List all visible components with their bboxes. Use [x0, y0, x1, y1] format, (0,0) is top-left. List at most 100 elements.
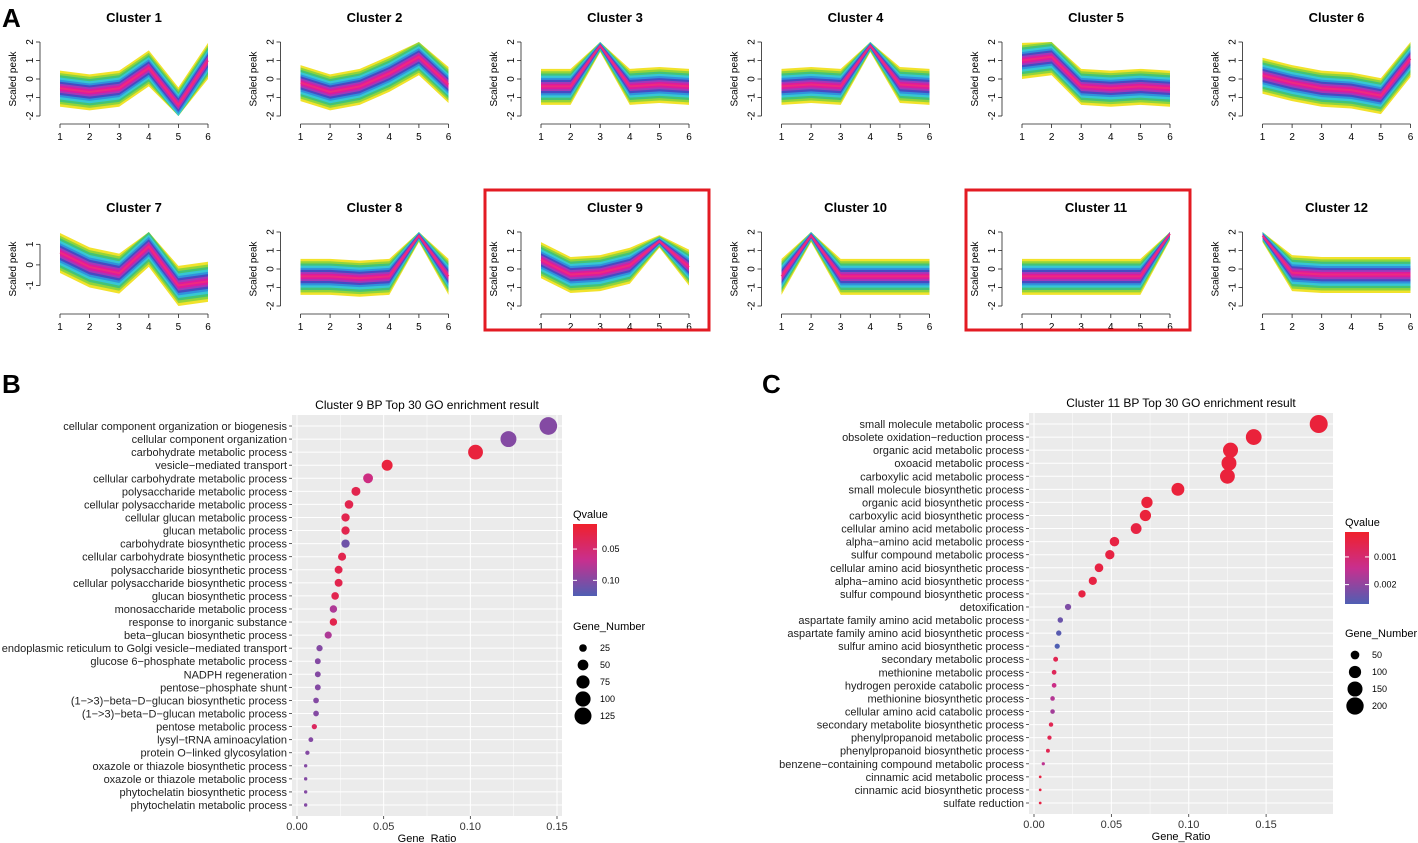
- qvalue-colorbar: [1345, 532, 1369, 604]
- go-term-label: sulfur compound biosynthetic process: [840, 589, 1025, 601]
- go-term-dot: [303, 803, 308, 807]
- y-tick-label: -1: [266, 283, 277, 292]
- panel-label-c: C: [762, 369, 781, 399]
- x-tick-label: 4: [387, 132, 393, 143]
- size-legend-label: 100: [1372, 667, 1387, 677]
- y-tick-label: 0: [506, 76, 517, 82]
- go-term-dot: [1048, 722, 1054, 727]
- cluster-plot-5: Cluster 5 Scaled peak -2 -1 0 1 2 1 2 3 4 5 6: [970, 10, 1173, 143]
- go-term-label: oxazole or thiazole metabolic process: [104, 774, 288, 786]
- x-tick-label: 5: [176, 322, 182, 333]
- go-term-label: sulfate reduction: [943, 798, 1024, 810]
- go-term-label: lysyl−tRNA aminoacylation: [157, 735, 287, 747]
- go-term-dot: [1309, 415, 1328, 433]
- highlight-box: [483, 188, 711, 332]
- go-term-dot: [341, 513, 350, 522]
- x-tick-label: 4: [1349, 322, 1355, 333]
- y-axis-label: Scaled peak: [1211, 50, 1222, 106]
- x-tick-label: 2: [87, 322, 93, 333]
- y-tick-label: 2: [506, 229, 517, 235]
- go-term-dot: [334, 565, 343, 574]
- size-legend-label: 150: [1372, 684, 1387, 694]
- go-term-label: sulfur compound metabolic process: [851, 550, 1025, 562]
- go-term-label: carbohydrate biosynthetic process: [120, 539, 287, 551]
- size-legend-label: 100: [600, 694, 615, 704]
- x-tick-label: 2: [87, 132, 93, 143]
- x-tick-label: 1: [779, 132, 785, 143]
- plot-title: Cluster 9 BP Top 30 GO enrichment result: [315, 398, 539, 412]
- go-term-label: alpha−amino acid metabolic process: [846, 537, 1025, 549]
- cluster-plot-4: Cluster 4 Scaled peak -2 -1 0 1 2 1 2 3 4 5 6: [730, 10, 933, 143]
- go-term-label: detoxification: [960, 602, 1024, 614]
- y-axis-label: Scaled peak: [249, 50, 260, 106]
- go-term-label: oxazole or thiazole biosynthetic process: [93, 761, 288, 773]
- x-tick-label: 2: [1049, 322, 1055, 333]
- x-tick-label: 5: [176, 132, 182, 143]
- go-term-label: (1−>3)−beta−D−glucan biosynthetic proces…: [71, 695, 288, 707]
- y-tick-label: 0: [25, 262, 36, 268]
- go-term-label: small molecule metabolic process: [860, 419, 1025, 431]
- size-legend-dot: [1346, 697, 1364, 715]
- cluster-plot-2: Cluster 2 Scaled peak -2 -1 0 1 2 1 2 3 4 5 6: [249, 10, 452, 143]
- y-tick-label: 1: [25, 241, 36, 247]
- x-tick-label: 5: [1138, 322, 1144, 333]
- y-axis-label: Scaled peak: [489, 50, 500, 106]
- go-term-dot: [351, 486, 361, 496]
- size-legend-label: 200: [1372, 701, 1387, 711]
- go-term-label: obsolete oxidation−reduction process: [842, 432, 1024, 444]
- go-term-label: organic acid biosynthetic process: [862, 497, 1025, 509]
- go-term-dot: [341, 526, 350, 535]
- go-term-dot: [311, 723, 317, 730]
- x-tick-label: 3: [357, 132, 363, 143]
- go-term-dot: [1056, 630, 1062, 636]
- y-tick-label: 2: [506, 39, 517, 45]
- x-tick-label: 6: [1408, 132, 1414, 143]
- size-legend-dot: [576, 675, 590, 689]
- x-tick-label: 4: [146, 132, 152, 143]
- x-tick-label: 1: [57, 322, 63, 333]
- x-tick-label: 3: [597, 322, 603, 333]
- go-term-dot: [314, 671, 321, 678]
- cluster-title: Cluster 1: [106, 10, 162, 25]
- cluster-plot-11: Cluster 11 Scaled peak -2 -1 0 1 2 1 2 3 4 5 6: [964, 188, 1192, 333]
- cluster-center-line: [780, 233, 930, 278]
- size-legend-dot: [574, 707, 592, 725]
- go-term-label: cellular component organization or bioge…: [63, 421, 287, 433]
- y-tick-label: 2: [987, 39, 998, 45]
- go-term-label: cellular amino acid catabolic process: [845, 707, 1025, 719]
- go-term-dot: [303, 777, 308, 781]
- x-tick-label: 0.10: [1178, 819, 1199, 831]
- x-tick-label: 6: [205, 322, 211, 333]
- panel-b-go-dotplot: 0.00 0.05 0.10 0.15 Gene_Ratio Cluster 9 BP T…: [2, 398, 646, 843]
- y-tick-label: -2: [506, 301, 517, 310]
- x-tick-label: 2: [808, 132, 814, 143]
- x-tick-label: 3: [1319, 322, 1325, 333]
- y-tick-label: 0: [266, 266, 277, 272]
- colorbar-tick-label: 0.05: [602, 544, 620, 554]
- cluster-title: Cluster 9: [587, 200, 643, 215]
- go-term-label: phytochelatin biosynthetic process: [119, 787, 287, 799]
- cluster-band: [1022, 232, 1170, 280]
- y-tick-label: -1: [747, 93, 758, 102]
- go-term-dot: [468, 444, 483, 460]
- go-term-dot: [1053, 656, 1059, 662]
- x-tick-label: 6: [686, 132, 692, 143]
- x-tick-label: 5: [1378, 132, 1384, 143]
- plot-panel-background: [1029, 413, 1333, 814]
- y-tick-label: -1: [987, 93, 998, 102]
- x-tick-label: 6: [927, 322, 933, 333]
- y-axis-label: Scaled peak: [249, 240, 260, 296]
- cluster-title: Cluster 4: [828, 10, 884, 25]
- go-term-label: pentose metabolic process: [156, 722, 287, 734]
- x-tick-label: 1: [298, 132, 304, 143]
- y-tick-label: 1: [506, 57, 517, 63]
- size-legend-dot: [1348, 665, 1362, 679]
- x-tick-label: 4: [868, 132, 874, 143]
- size-legend-label: 25: [600, 643, 610, 653]
- x-tick-label: 5: [897, 322, 903, 333]
- x-tick-label: 2: [568, 132, 574, 143]
- x-tick-label: 1: [57, 132, 63, 143]
- go-term-label: response to inorganic substance: [129, 617, 287, 629]
- go-term-label: polysaccharide biosynthetic process: [111, 565, 288, 577]
- x-tick-label: 1: [538, 132, 544, 143]
